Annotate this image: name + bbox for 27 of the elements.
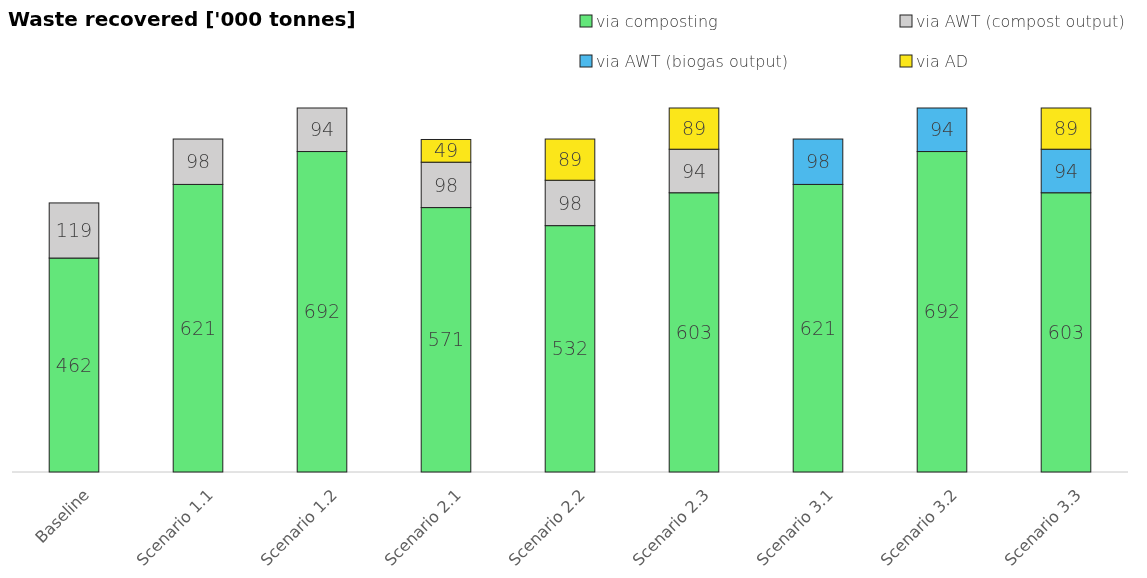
- data-label: 462: [55, 353, 93, 376]
- data-label: 94: [1053, 159, 1079, 182]
- data-label: 89: [681, 117, 707, 140]
- data-label: 571: [427, 328, 465, 351]
- data-label: 94: [681, 159, 707, 182]
- legend-label: via AWT (biogas output): [596, 51, 789, 71]
- data-label: 89: [1053, 117, 1079, 140]
- chart-title: Waste recovered ['000 tonnes]: [8, 7, 356, 31]
- data-label: 692: [303, 300, 341, 323]
- legend-label: via composting: [596, 11, 718, 31]
- data-label: 621: [799, 316, 837, 339]
- data-label: 98: [185, 150, 211, 173]
- data-label: 98: [557, 191, 583, 214]
- legend-label: via AD: [916, 51, 969, 71]
- data-label: 692: [923, 300, 961, 323]
- data-label: 49: [433, 139, 459, 162]
- data-label: 603: [675, 321, 713, 344]
- data-label: 98: [805, 150, 831, 173]
- data-label: 94: [929, 118, 955, 141]
- data-label: 603: [1047, 321, 1085, 344]
- legend-label: via AWT (compost output): [916, 11, 1125, 31]
- data-label: 89: [557, 148, 583, 171]
- data-label: 94: [309, 118, 335, 141]
- data-label: 621: [179, 316, 217, 339]
- data-label: 119: [55, 219, 93, 242]
- data-label: 98: [433, 173, 459, 196]
- data-label: 532: [551, 337, 589, 360]
